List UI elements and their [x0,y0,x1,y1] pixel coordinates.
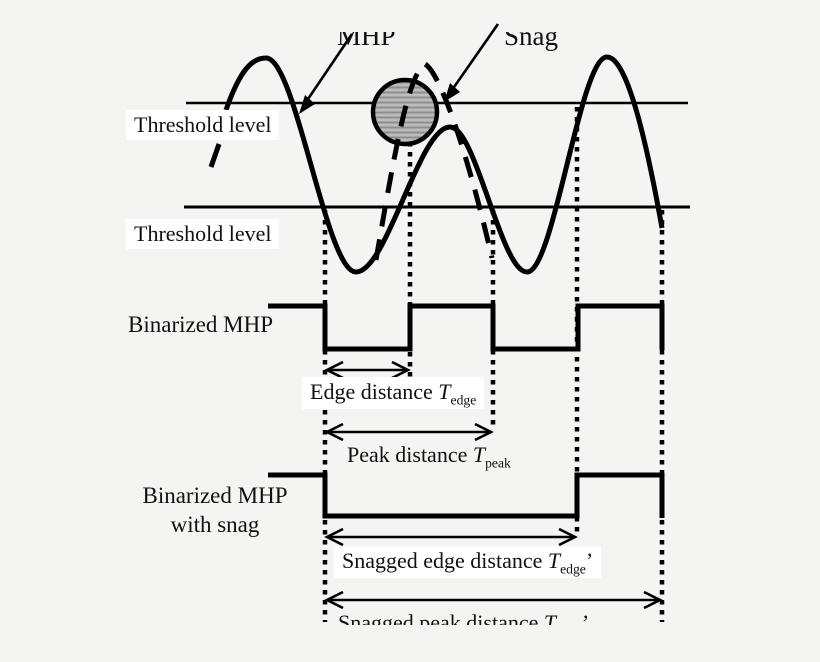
top-labels-strip: MHP Snag [0,32,820,53]
snag-circle-outline [370,77,440,147]
binarized-mhp-label: Binarized MHP [128,311,273,340]
edge-distance-label: Edge distance Tedge [302,377,485,410]
snagged-peak-distance-label: Snagged peak distance Tpeak’ [338,609,589,625]
binarized-snag-label-line2: with snag [170,511,260,537]
binarized-mhp-wave [268,303,665,352]
threshold-label-upper-text: Threshold level [134,112,272,137]
snagged-edge-symbol: T [547,548,561,573]
snagged-edge-distance-arrow [324,527,578,547]
snag-label: Snag [504,32,558,50]
peak-distance-arrow [324,422,494,442]
snagged-edge-suffix: ’ [585,548,594,573]
binarized-snag-label-line1: Binarized MHP [142,483,288,508]
snagged-edge-label-text: Snagged edge distance [342,548,548,573]
mhp-pointer-arrow [299,33,354,114]
threshold-label-upper: Threshold level [126,110,280,140]
snag-dash-tail [208,143,222,168]
peak-distance-symbol: T [472,442,486,467]
binarized-snag-wave [268,472,665,519]
snag-pointer-arrow [444,23,500,102]
edge-distance-arrow [324,360,411,380]
threshold-label-lower-text: Threshold level [134,221,272,246]
snagged-peak-suffix: ’ [581,610,590,625]
edge-distance-symbol: T [438,379,451,404]
binarized-mhp-label-text: Binarized MHP [128,312,274,337]
snag-label-text: Snag [504,32,558,51]
snagged-peak-subscript: peak [556,623,582,625]
snagged-edge-distance-label: Snagged edge distance Tedge’ [334,546,602,579]
mhp-wave [223,54,665,275]
snagged-edge-subscript: edge [560,561,586,577]
edge-distance-label-text: Edge distance [310,379,439,404]
mhp-label: MHP [337,32,396,50]
threshold-label-lower: Threshold level [126,219,280,249]
edge-distance-subscript: edge [450,392,477,408]
mhp-label-text: MHP [337,32,396,51]
peak-distance-label-text: Peak distance [347,442,473,467]
binarized-snag-label: Binarized MHP with snag [122,482,308,540]
snagged-peak-symbol: T [543,610,557,625]
snagged-peak-label-clip: Snagged peak distance Tpeak’ [338,609,638,625]
snagged-peak-label-text: Snagged peak distance [338,610,544,625]
peak-distance-subscript: peak [485,455,511,471]
snagged-peak-distance-arrow [324,590,663,610]
peak-distance-label: Peak distance Tpeak [347,441,511,471]
